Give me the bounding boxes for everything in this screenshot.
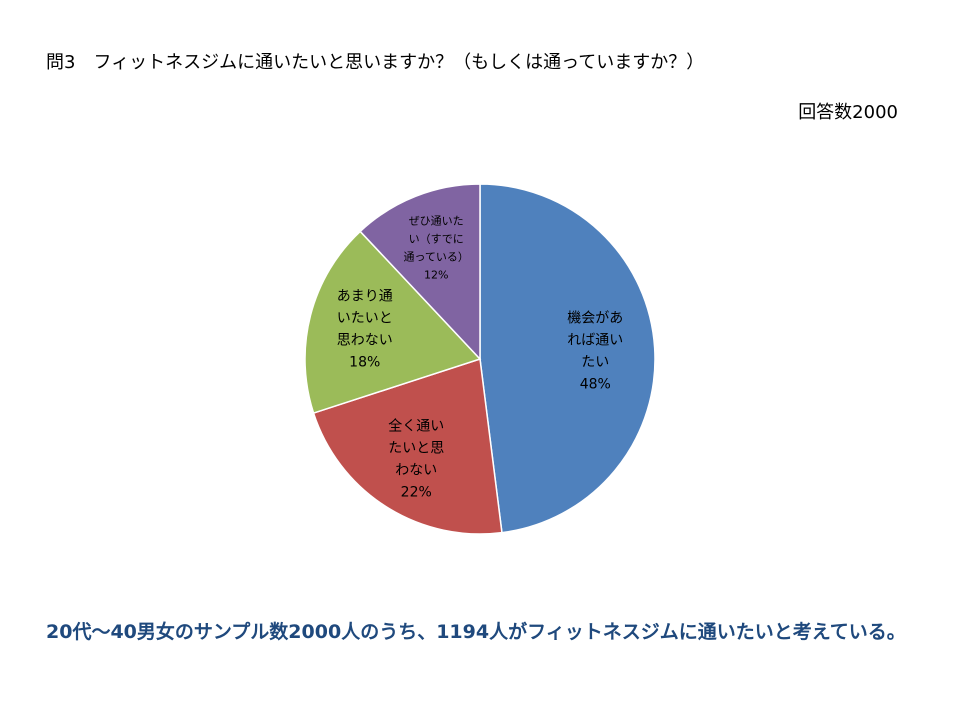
slice-category-label: れば通い — [567, 333, 623, 349]
slice-category-label: 全く通い — [388, 417, 444, 434]
slice-category-label: あまり通 — [337, 288, 393, 304]
slice-percent-label: 48% — [580, 377, 611, 393]
pie-slice-1 — [479, 183, 656, 534]
slice-category-label: たい — [581, 355, 609, 371]
sample-size: 回答数2000 — [798, 102, 898, 123]
slice-category-label: 機会があ — [567, 311, 623, 327]
slice-category-label: いたいと — [337, 310, 393, 326]
slice-category-label: ぜひ通いた — [409, 214, 464, 227]
question-title: 問3 フィットネスジムに通いたいと思いますか？（もしくは通っていますか？） — [46, 52, 705, 73]
slice-percent-label: 18% — [349, 354, 380, 370]
summary-text: 20代～40男女のサンプル数2000人のうち、1194人がフィットネスジムに通い… — [46, 621, 906, 643]
slice-category-label: わない — [395, 462, 437, 478]
slice-percent-label: 12% — [424, 268, 448, 281]
slice-category-label: たいと思 — [388, 440, 444, 456]
slice-percent-label: 22% — [401, 484, 432, 500]
pie-slice-4 — [359, 183, 481, 361]
pie-slice-3 — [304, 230, 482, 415]
pie-slice-2 — [312, 358, 503, 535]
slice-category-label: い（すでに — [409, 232, 464, 245]
slice-category-label: 通っている） — [403, 250, 468, 263]
slice-category-label: 思わない — [337, 332, 393, 348]
